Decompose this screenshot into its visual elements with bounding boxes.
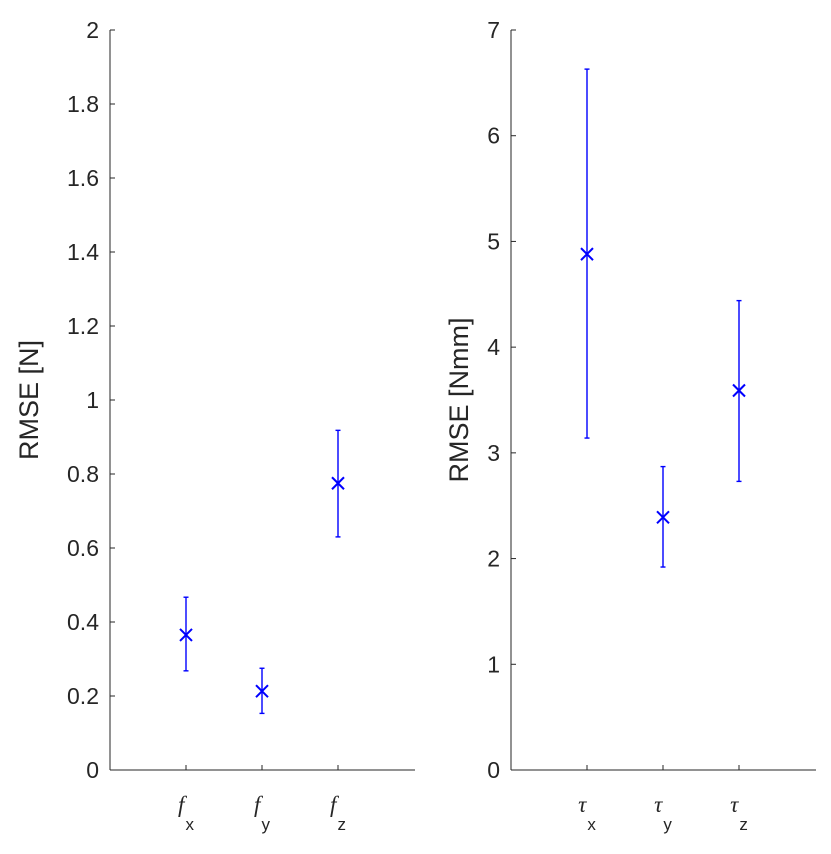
y-tick-label: 3	[487, 440, 500, 466]
data-point-marker	[656, 510, 670, 525]
y-axis-label: RMSE [Nmm]	[444, 318, 474, 483]
y-tick-label: 1	[86, 387, 99, 413]
y-tick-label: 0	[86, 757, 99, 783]
y-axis-label: RMSE [N]	[14, 340, 44, 460]
y-tick-label: 2	[86, 17, 99, 43]
chart-panel-torques: 0 1 2 3 4 5 6 7 RMSE [Nmm] τx τy τz	[444, 17, 816, 834]
x-tick-label: fz	[330, 792, 346, 834]
data-point-marker	[255, 684, 269, 698]
y-tick-label: 1.6	[67, 165, 99, 191]
data-point-marker	[580, 247, 594, 261]
data-point-marker	[732, 383, 746, 398]
x-tick-label: fx	[178, 792, 194, 834]
x-tick-label: fy	[254, 792, 270, 834]
y-tick-label: 0.4	[67, 609, 99, 635]
y-tick-label: 7	[487, 17, 500, 43]
y-tick-label: 1	[487, 651, 500, 677]
y-tick-label: 0.6	[67, 535, 99, 561]
x-tick-label: τx	[578, 792, 596, 834]
y-tick-label: 0	[487, 757, 500, 783]
y-tick-label: 4	[487, 334, 500, 360]
y-tick-label: 1.8	[67, 91, 99, 117]
x-tick-label: τy	[654, 792, 672, 834]
y-tick-label: 6	[487, 123, 500, 149]
y-tick-label: 1.2	[67, 313, 99, 339]
y-tick-label: 0.8	[67, 461, 99, 487]
data-point-marker	[331, 476, 345, 490]
y-tick-label: 2	[487, 546, 500, 572]
y-tick-label: 1.4	[67, 239, 99, 265]
x-tick-label: τz	[730, 792, 748, 834]
data-point-marker	[179, 628, 193, 642]
y-tick-label: 0.2	[67, 683, 99, 709]
chart-panel-forces: 0 0.2 0.4 0.6 0.8 1 1.2 1.4 1.6 1.8 2 RMSE [N] fx fy f…	[14, 17, 415, 834]
y-tick-label: 5	[487, 228, 500, 254]
